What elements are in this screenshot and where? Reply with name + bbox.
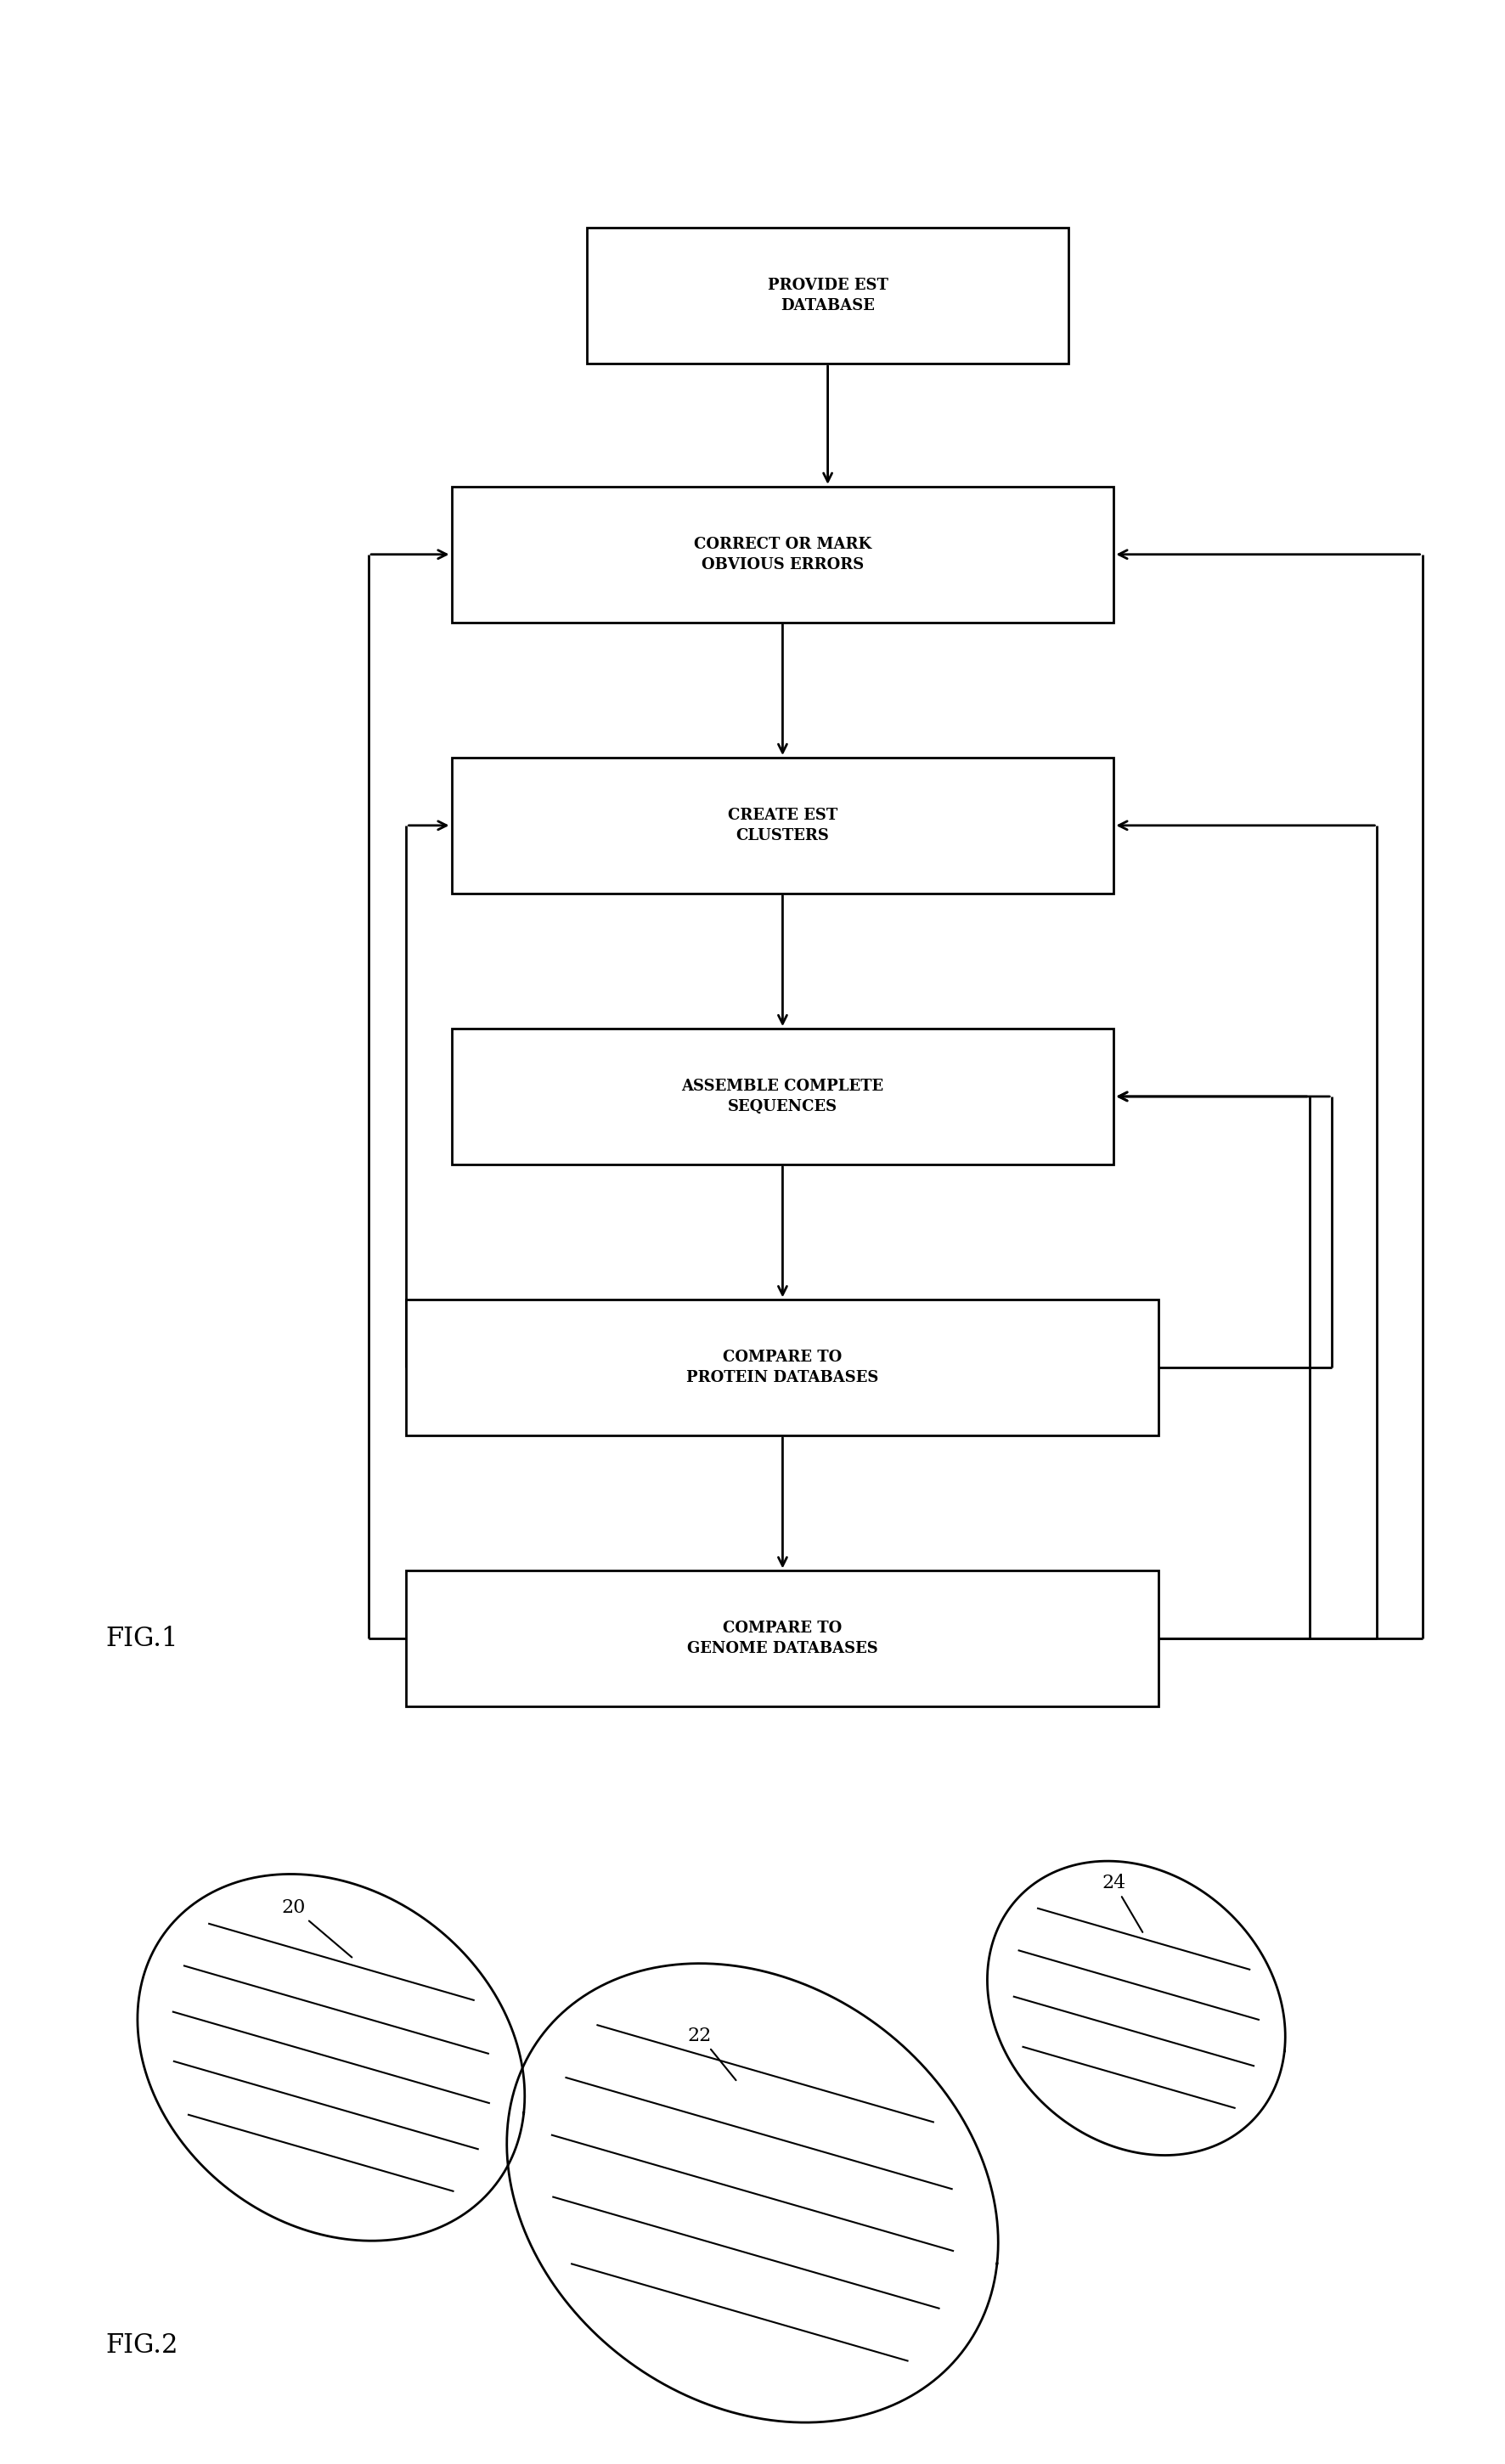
Text: 20: 20	[281, 1897, 352, 1956]
Text: FIG.2: FIG.2	[105, 2333, 178, 2358]
Text: CREATE EST
CLUSTERS: CREATE EST CLUSTERS	[728, 808, 837, 843]
Text: COMPARE TO
GENOME DATABASES: COMPARE TO GENOME DATABASES	[688, 1621, 877, 1656]
FancyBboxPatch shape	[406, 1572, 1159, 1705]
FancyBboxPatch shape	[587, 227, 1069, 362]
FancyBboxPatch shape	[406, 1301, 1159, 1434]
FancyBboxPatch shape	[452, 1027, 1114, 1163]
Text: ASSEMBLE COMPLETE
SEQUENCES: ASSEMBLE COMPLETE SEQUENCES	[682, 1079, 883, 1114]
FancyBboxPatch shape	[452, 756, 1114, 892]
Text: PROVIDE EST
DATABASE: PROVIDE EST DATABASE	[768, 278, 888, 313]
Text: CORRECT OR MARK
OBVIOUS ERRORS: CORRECT OR MARK OBVIOUS ERRORS	[694, 537, 871, 572]
Text: 24: 24	[1102, 1873, 1142, 1932]
Text: FIG.1: FIG.1	[105, 1626, 178, 1651]
Text: COMPARE TO
PROTEIN DATABASES: COMPARE TO PROTEIN DATABASES	[686, 1350, 879, 1385]
FancyBboxPatch shape	[452, 485, 1114, 623]
Text: 22: 22	[688, 2025, 736, 2080]
